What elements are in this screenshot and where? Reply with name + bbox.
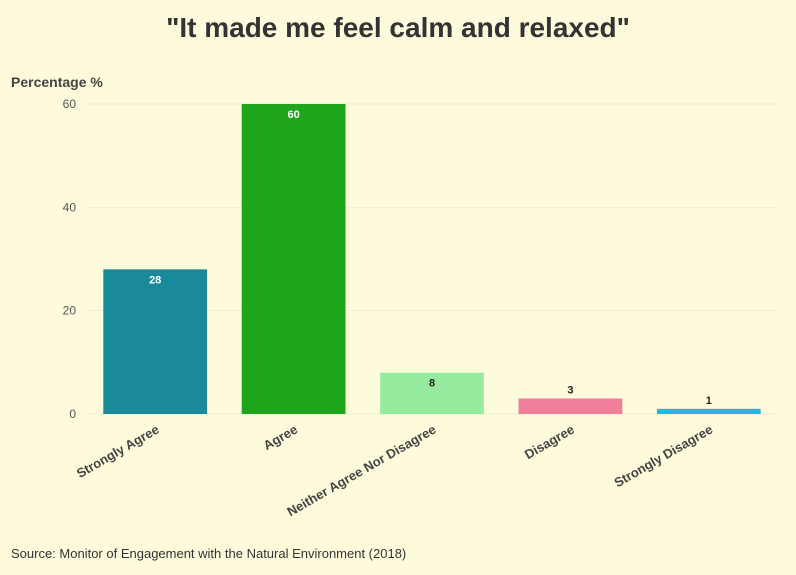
bar bbox=[241, 104, 346, 414]
data-label: 1 bbox=[706, 395, 712, 407]
data-label: 8 bbox=[429, 378, 435, 390]
y-tick-label: 60 bbox=[63, 97, 77, 111]
x-tick-label: Strongly Disagree bbox=[611, 422, 715, 491]
y-axis-title: Percentage % bbox=[11, 74, 103, 90]
y-tick-label: 20 bbox=[63, 304, 77, 318]
x-tick-label: Neither Agree Nor Disagree bbox=[284, 422, 438, 520]
bar bbox=[656, 408, 761, 414]
x-tick-label: Agree bbox=[261, 422, 300, 453]
chart-title: "It made me feel calm and relaxed" bbox=[166, 12, 630, 43]
y-tick-labels: 0 20 40 60 bbox=[63, 97, 77, 421]
bar bbox=[380, 372, 484, 414]
y-tick-label: 0 bbox=[69, 407, 76, 421]
bar bbox=[518, 398, 623, 414]
bars bbox=[103, 104, 761, 414]
data-labels: 28 60 8 3 1 bbox=[149, 109, 712, 407]
y-tick-label: 40 bbox=[63, 200, 77, 214]
bar bbox=[103, 269, 208, 414]
x-tick-label: Strongly Agree bbox=[74, 422, 162, 481]
source-note: Source: Monitor of Engagement with the N… bbox=[11, 546, 407, 561]
data-label: 60 bbox=[287, 109, 299, 121]
data-label: 28 bbox=[149, 274, 161, 286]
x-tick-label: Disagree bbox=[522, 422, 577, 462]
data-label: 3 bbox=[567, 385, 573, 397]
